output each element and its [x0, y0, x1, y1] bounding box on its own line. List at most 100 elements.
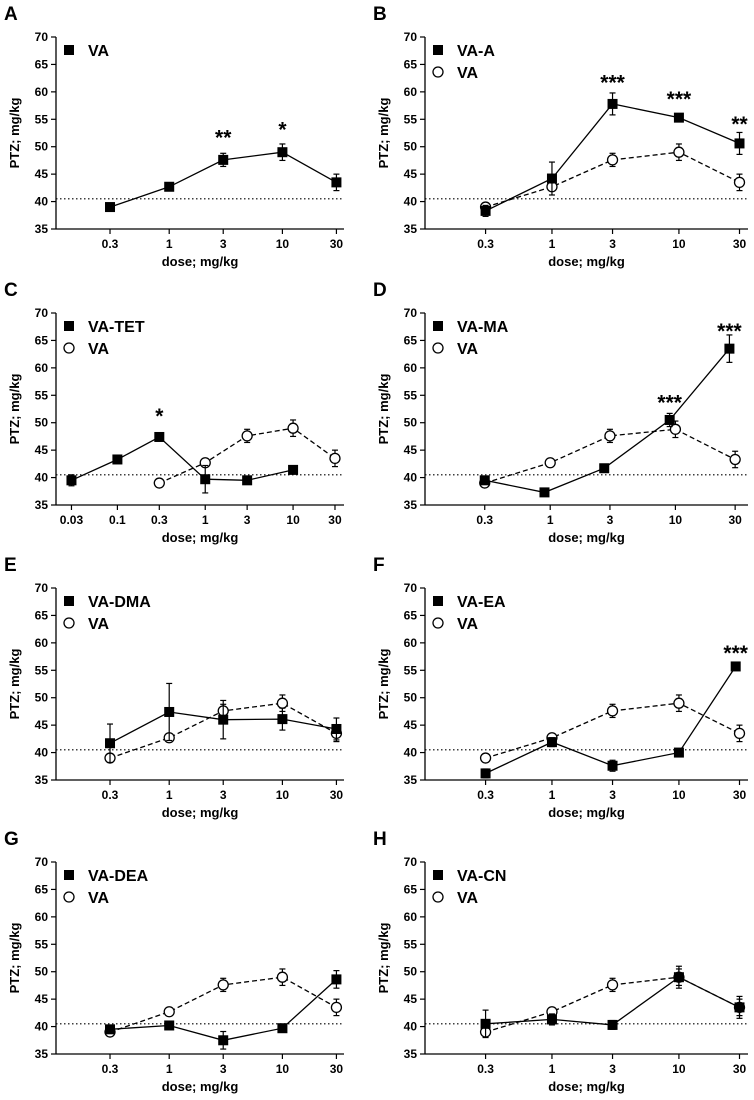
data-point-square — [607, 98, 618, 109]
data-point-circle — [673, 697, 685, 709]
x-tick-label: 3 — [609, 788, 616, 802]
y-tick-label: 55 — [35, 937, 49, 951]
x-tick-label: 10 — [276, 788, 290, 802]
panel-letter: G — [4, 829, 19, 850]
y-tick-label: 50 — [404, 416, 418, 430]
y-axis-title: PTZ; mg/kg — [7, 374, 22, 445]
data-point-circle — [604, 430, 616, 442]
legend-marker-square — [64, 870, 74, 880]
legend-marker-square — [64, 596, 74, 606]
x-tick-label: 30 — [733, 788, 747, 802]
panel-c: C 35 40 45 50 55 60 65 70 0.03 0.1 0.3 1 3 10 30 dose; m… — [4, 280, 344, 545]
data-point-circle — [729, 453, 741, 466]
data-point-square — [164, 181, 175, 192]
legend-marker-square — [433, 45, 443, 55]
legend-label: VA — [88, 43, 109, 60]
y-tick-label: 35 — [404, 222, 418, 236]
data-point-square — [664, 414, 675, 425]
y-tick-label: 70 — [404, 581, 418, 595]
y-tick-label: 60 — [35, 85, 49, 99]
data-point-square — [105, 738, 116, 749]
data-point-circle — [217, 979, 229, 991]
y-tick-label: 50 — [35, 140, 49, 154]
legend-label: VA-CN — [457, 868, 506, 885]
x-tick-label: 30 — [733, 1062, 747, 1076]
series-va-dma — [105, 682, 342, 764]
data-point-circle — [673, 146, 685, 158]
y-tick-label: 65 — [35, 608, 49, 622]
data-point-square — [331, 974, 342, 985]
data-point-circle — [606, 705, 619, 717]
data-point-circle — [241, 430, 253, 442]
y-tick-label: 35 — [35, 498, 49, 512]
data-point-circle — [276, 971, 289, 983]
y-tick-label: 50 — [404, 140, 418, 154]
y-tick-label: 60 — [404, 636, 418, 650]
y-tick-label: 35 — [35, 1047, 49, 1061]
y-tick-label: 40 — [404, 195, 418, 209]
data-point-square — [105, 1024, 116, 1035]
data-point-square — [218, 714, 229, 725]
data-point-square — [331, 177, 342, 188]
y-tick-label: 55 — [35, 388, 49, 402]
x-tick-label: 1 — [547, 513, 554, 527]
legend-marker-square — [433, 870, 443, 880]
x-tick-label: 0.3 — [102, 237, 119, 251]
panel-letter: A — [4, 4, 18, 25]
y-tick-label: 65 — [35, 333, 49, 347]
legend-marker-circle — [432, 891, 444, 903]
data-point-square — [480, 205, 491, 216]
panel-letter: B — [373, 4, 387, 25]
y-tick-label: 60 — [35, 636, 49, 650]
panel-letter: C — [4, 280, 18, 301]
data-point-square — [673, 972, 684, 983]
x-tick-label: 0.1 — [109, 513, 126, 527]
legend-marker-square — [433, 596, 443, 606]
legend-label: VA — [457, 890, 478, 907]
legend-label: VA-DMA — [88, 594, 151, 611]
legend-marker-circle — [63, 617, 75, 629]
y-tick-label: 45 — [404, 167, 418, 181]
x-axis-title: dose; mg/kg — [162, 1079, 239, 1094]
y-tick-label: 70 — [404, 30, 418, 44]
significance-label: * — [278, 118, 287, 141]
x-tick-label: 10 — [672, 237, 686, 251]
x-tick-label: 3 — [244, 513, 251, 527]
x-axis-title: dose; mg/kg — [548, 1079, 625, 1094]
x-tick-label: 3 — [607, 513, 614, 527]
y-tick-label: 55 — [404, 937, 418, 951]
legend-label: VA — [88, 890, 109, 907]
y-tick-label: 35 — [404, 498, 418, 512]
data-point-square — [218, 154, 229, 165]
y-tick-label: 65 — [404, 608, 418, 622]
y-tick-label: 65 — [35, 57, 49, 71]
legend-label: VA-EA — [457, 594, 506, 611]
series-line — [485, 702, 740, 759]
series-va-tet — [66, 431, 299, 494]
data-point-square — [734, 1002, 745, 1013]
significance-label: *** — [667, 88, 692, 111]
series-line — [71, 436, 294, 481]
y-tick-label: 35 — [404, 773, 418, 787]
significance-label: *** — [717, 320, 742, 343]
x-tick-label: 1 — [549, 237, 556, 251]
panel-f: F 35 40 45 50 55 60 65 70 0.3 1 3 10 30 dose; mg/kg PTZ… — [373, 555, 749, 820]
x-tick-label: 3 — [609, 237, 616, 251]
data-point-square — [607, 1019, 618, 1030]
y-tick-label: 40 — [404, 746, 418, 760]
x-axis-title: dose; mg/kg — [548, 530, 625, 545]
data-point-circle — [276, 697, 289, 709]
legend-label: VA — [88, 616, 109, 633]
data-point-square — [331, 723, 342, 734]
y-axis-title: PTZ; mg/kg — [376, 374, 391, 445]
y-tick-label: 70 — [404, 306, 418, 320]
y-tick-label: 50 — [35, 965, 49, 979]
x-tick-label: 10 — [672, 1062, 686, 1076]
legend-label: VA-DEA — [88, 868, 149, 885]
series-line — [485, 151, 740, 208]
legend-label: VA-MA — [457, 319, 509, 336]
data-point-square — [673, 112, 684, 123]
x-tick-label: 0.3 — [476, 513, 493, 527]
y-tick-label: 55 — [35, 112, 49, 126]
